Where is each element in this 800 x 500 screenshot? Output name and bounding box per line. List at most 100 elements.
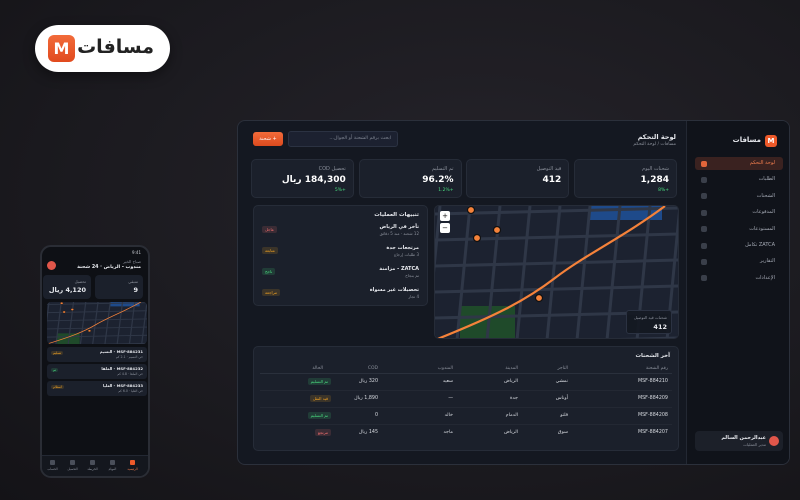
kpi-value: 96.2% <box>422 175 454 185</box>
status-tag: تم التسليم <box>307 412 331 419</box>
nav-item: الطلبات <box>695 173 783 186</box>
nav-item: المدفوعات <box>695 206 783 219</box>
table-title: آخر الشحنات <box>635 353 670 359</box>
map-street <box>435 206 442 274</box>
kpi-delta: +8% <box>658 188 669 193</box>
alert-detail: تم بنجاح <box>405 273 419 278</box>
user-name: عبدالرحمن السالم <box>721 435 766 441</box>
nav-icon <box>701 160 707 167</box>
alert-tag: مراجعة <box>262 289 281 296</box>
table-cell: MSF-884208 <box>638 413 668 418</box>
nav-icon <box>701 176 707 183</box>
alert-title: تأخر في الرياض <box>379 224 419 230</box>
mobile-card-value: 4,120 ريال <box>48 286 86 294</box>
map-street <box>47 302 50 324</box>
nav-label: ZATCA تكامل <box>745 242 775 248</box>
nav-tab[interactable]: الرئيسية <box>127 467 138 471</box>
map-water <box>110 302 140 307</box>
map-pin <box>70 308 74 311</box>
alert-detail: 12 شحنة · منذ 5 دقائق <box>379 231 419 236</box>
map-pin <box>466 206 476 215</box>
nav-icon <box>701 242 707 249</box>
map-info: شحنات قيد التوصيل 412 <box>626 310 672 334</box>
phone-frame: 9:41 صباح الخير مندوب - الرياض · 24 شحنة مت… <box>40 245 150 478</box>
nav-label: الإعدادات <box>755 274 775 281</box>
kpi-card: قيد التوصيل 412 <box>466 159 570 198</box>
nav-item: لوحة التحكم <box>695 157 783 170</box>
sidebar-logo: M <box>765 135 777 147</box>
brand-name: مسافات <box>77 36 154 58</box>
brand-logo: M <box>48 35 75 62</box>
table-cell: — <box>448 396 453 401</box>
map-info-label: شحنات قيد التوصيل <box>633 315 667 320</box>
nav-tab[interactable]: المهام <box>108 467 117 471</box>
table-cell: 0 <box>374 413 378 418</box>
mobile-card: تحصيل 4,120 ريال <box>43 275 91 299</box>
nav-item: الإعدادات <box>695 272 783 285</box>
nav-label: التقارير <box>759 258 775 265</box>
map-street <box>575 206 592 338</box>
greeting: صباح الخير <box>122 259 141 264</box>
table-cell: سوق <box>557 430 568 435</box>
breadcrumb: مسافات / لوحة التحكم <box>633 142 676 147</box>
subtitle: مندوب - الرياض · 24 شحنة <box>77 265 141 270</box>
brand-badge: M مسافات <box>35 25 170 72</box>
new-button[interactable]: + شحنة <box>253 132 283 146</box>
map-route <box>437 206 666 338</box>
nav-tab[interactable]: التحصيل <box>67 467 78 471</box>
table-cell: نمشي <box>555 379 568 384</box>
map-street <box>92 302 99 344</box>
nav-tab[interactable]: الخريطة <box>87 467 98 471</box>
column-header: المدينة <box>505 366 518 371</box>
column-header: COD <box>367 366 378 371</box>
table-cell: 145 ريال <box>358 430 378 435</box>
task-tag: تم <box>51 368 59 372</box>
table-cell: ماجد <box>443 430 453 435</box>
nav-icon <box>701 209 707 216</box>
task-tag: استلام <box>51 385 64 389</box>
page-title: لوحة التحكم <box>637 133 676 141</box>
nav-label: المستودعات <box>749 225 775 232</box>
map-zoom[interactable]: − <box>440 223 450 233</box>
task-id: MSF-884233 - العليا <box>102 383 143 388</box>
shipments-table: آخر الشحنات رقم الشحنة التاجر المدينة المندو… <box>253 346 679 451</box>
map-panel: + − شحنات قيد التوصيل 412 <box>434 205 679 339</box>
status-tag: مرتجع <box>314 429 331 436</box>
map-street <box>435 258 678 268</box>
table-cell: سعيد <box>442 379 453 384</box>
bottom-nav: الرئيسية المهام الخريطة التحصيل الحساب <box>42 455 148 476</box>
task-detail: حي النسيم · 2.1 كم <box>115 355 143 359</box>
task-tag: تسليم <box>51 351 64 355</box>
task-id: MSF-884232 - الملقا <box>101 366 143 371</box>
search-box[interactable]: ابحث برقم الشحنة أو الجوال... <box>288 131 398 147</box>
mobile-card-label: متبقي <box>128 279 138 284</box>
map-street <box>47 334 147 338</box>
sidebar: M مسافات لوحة التحكم الطلبات الشحنات المدفوعا… <box>686 121 789 464</box>
map-zoom[interactable]: + <box>440 211 450 221</box>
nav-icon <box>70 460 75 465</box>
map-canvas <box>47 302 147 344</box>
alert-tag: متابعة <box>262 247 278 254</box>
alerts-title: تنبيهات العمليات <box>374 212 419 218</box>
nav-item: الشحنات <box>695 190 783 203</box>
table-cell: الرياض <box>503 430 518 435</box>
nav-icon <box>50 460 55 465</box>
nav-tab[interactable]: الحساب <box>47 467 58 471</box>
kpi-value: 1,284 <box>640 175 669 185</box>
column-header: التاجر <box>557 366 568 371</box>
task-item: MSF-884232 - الملقا حي الملقا · 4.8 كم تم <box>47 364 147 379</box>
map-pin <box>62 310 66 314</box>
row-rule <box>260 407 672 408</box>
table-cell: جدة <box>510 396 518 401</box>
alert-tag: عاجل <box>262 226 278 233</box>
map-info-value: 412 <box>653 323 667 331</box>
search-placeholder: ابحث برقم الشحنة أو الجوال... <box>329 136 391 141</box>
map-pin <box>60 302 64 305</box>
map-street <box>79 302 87 344</box>
map-street <box>435 206 678 216</box>
alert-detail: 4 تجار <box>408 294 419 299</box>
nav-icon <box>701 193 707 200</box>
nav-label: الشحنات <box>756 192 775 199</box>
